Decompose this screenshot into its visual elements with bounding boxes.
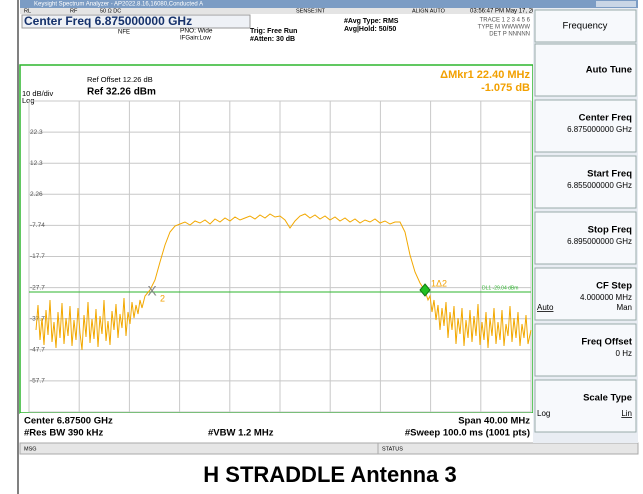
- log: Log: [22, 96, 35, 105]
- y-label: -17.7: [30, 253, 45, 260]
- softkey-label: Stop Freq: [588, 225, 633, 236]
- softkey[interactable]: [534, 267, 637, 321]
- y-label: -37.7: [30, 315, 45, 322]
- softkey-option: Auto: [537, 303, 554, 312]
- align: ALIGN AUTO: [412, 8, 446, 14]
- marker1-label: 1Δ2: [431, 278, 447, 288]
- softkey-label: Start Freq: [587, 169, 632, 180]
- softkey-label: Center Freq: [579, 113, 633, 124]
- menu-title-box: [534, 9, 637, 43]
- ifgain: IFGain:Low: [180, 36, 211, 42]
- y-label: 12.3: [30, 160, 43, 167]
- softkey-label: Freq Offset: [581, 337, 633, 348]
- window-buttons: [596, 1, 636, 7]
- trace: TRACE 1 2 3 4 5 6: [480, 18, 531, 24]
- type: TYPE M WWWWW: [478, 25, 531, 31]
- marker1: [419, 283, 431, 297]
- menu-title: Frequency: [563, 21, 608, 32]
- softkey-option: Man: [616, 303, 632, 312]
- softkey-label: Auto Tune: [586, 65, 632, 76]
- softkey-value: 0 Hz: [616, 349, 632, 358]
- y-label: 22.3: [30, 129, 43, 136]
- trace: [35, 213, 532, 351]
- y-label: -7.74: [30, 222, 45, 229]
- title-bar: [20, 0, 638, 8]
- softkey-value: 4.000000 MHz: [580, 293, 632, 302]
- sense: SENSE:INT: [296, 8, 326, 14]
- softkey-option: Log: [537, 409, 550, 418]
- softkey-label: CF Step: [596, 281, 632, 292]
- plot-area: [19, 64, 534, 414]
- softkey-option: Lin: [621, 409, 632, 418]
- ref-offset: Ref Offset 12.26 dB: [87, 75, 153, 84]
- softkey[interactable]: [534, 323, 637, 377]
- window-title: Keysight Spectrum Analyzer - AP2022.8.16…: [34, 2, 203, 8]
- det: DET P NNNNN: [489, 32, 530, 38]
- y-label: -57.7: [30, 378, 45, 385]
- y-label: 2.26: [30, 191, 43, 198]
- rf: RF: [70, 8, 78, 14]
- rl: RL: [24, 8, 31, 14]
- marker-delta: ΔMkr1 22.40 MHz: [440, 69, 530, 81]
- ref-level: Ref 32.26 dBm: [87, 87, 156, 98]
- datetime: 03:56:47 PM May 17, 2024: [470, 9, 543, 15]
- softkey-label: Scale Type: [583, 393, 632, 404]
- softkey-value: 6.895000000 GHz: [567, 237, 632, 246]
- marker-value: -1.075 dB: [481, 82, 530, 94]
- y-label: -47.7: [30, 347, 45, 354]
- avg-hold: Avg|Hold: 50/50: [344, 26, 396, 33]
- marker-x: X: [147, 283, 157, 299]
- pno: PNO: Wide: [180, 28, 213, 35]
- input: 50 Ω DC: [100, 8, 121, 14]
- softkey-value: 6.875000000 GHz: [567, 125, 632, 134]
- y-label: -27.7: [30, 284, 45, 291]
- softkey[interactable]: [534, 211, 637, 265]
- scale: 10 dB/div: [22, 89, 54, 98]
- atten: #Atten: 30 dB: [250, 36, 295, 43]
- footer: [20, 413, 533, 443]
- rbw: #Res BW 390 kHz: [24, 428, 103, 439]
- status-bar: [19, 442, 639, 455]
- span: Span 40.00 MHz: [458, 416, 530, 427]
- msg: MSG: [24, 446, 37, 452]
- softkey[interactable]: [534, 155, 637, 209]
- softkey-value: 6.855000000 GHz: [567, 181, 632, 190]
- center-freq: Center Freq 6.875000000 GHz: [24, 14, 192, 28]
- softkey[interactable]: [534, 379, 637, 433]
- marker2-label: 2: [160, 293, 165, 303]
- trig: Trig: Free Run: [250, 28, 297, 35]
- vbw: #VBW 1.2 MHz: [208, 428, 274, 439]
- sweep: #Sweep 100.0 ms (1001 pts): [405, 428, 530, 439]
- display-line-label: DL1 -29.04 dBm: [482, 285, 518, 291]
- center: Center 6.87500 GHz: [24, 416, 113, 427]
- nfe: NFE: [118, 30, 130, 36]
- softkey[interactable]: [534, 99, 637, 153]
- center-freq-box: [21, 14, 251, 29]
- status: STATUS: [382, 446, 403, 452]
- avg-type: #Avg Type: RMS: [344, 18, 399, 25]
- status-row: [20, 8, 533, 14]
- caption: H STRADDLE Antenna 3: [203, 462, 456, 487]
- softkey[interactable]: [534, 43, 637, 97]
